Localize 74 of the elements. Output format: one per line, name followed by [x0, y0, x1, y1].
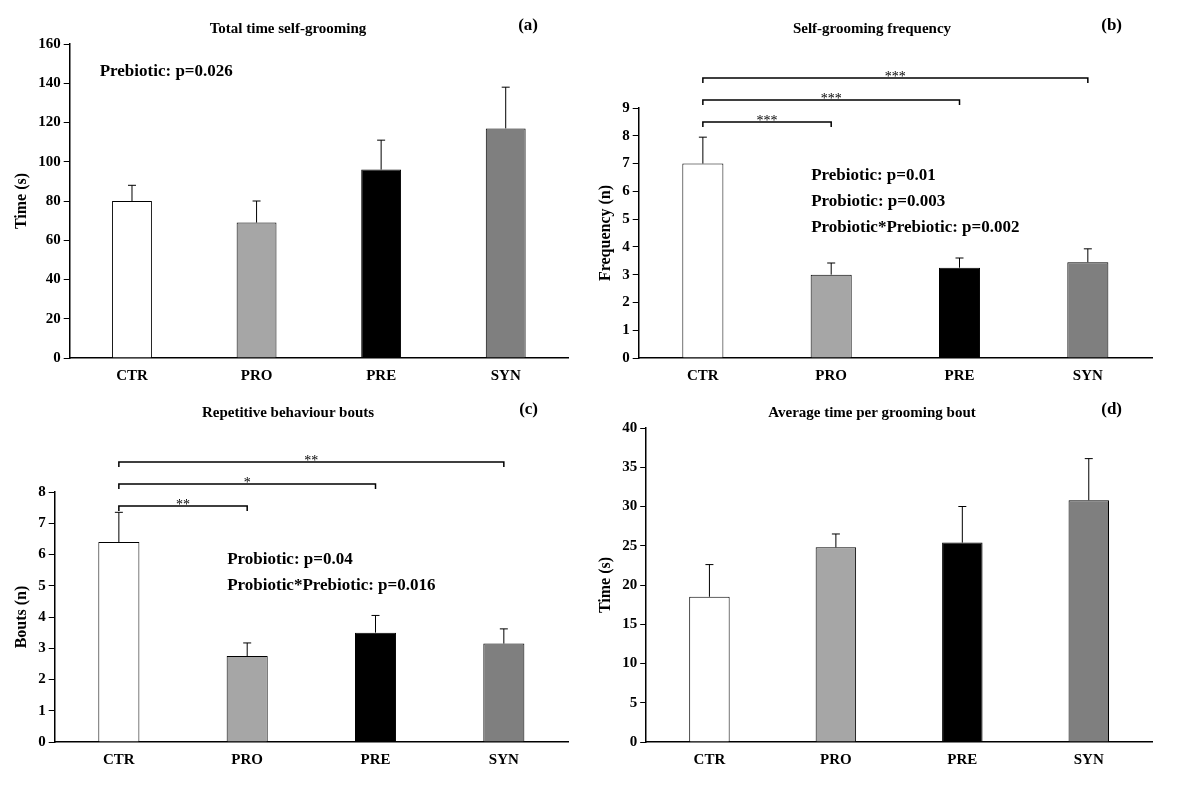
y-tick-label: 2 [622, 293, 630, 310]
chart-title: Total time self-grooming [209, 19, 367, 36]
x-tick-label: PRE [944, 366, 975, 383]
x-tick-label: PRO [820, 750, 852, 767]
chart-title: Average time per grooming bout [768, 403, 976, 420]
annotation: Prebiotic: p=0.026 [99, 61, 233, 81]
annotation: *** [756, 112, 778, 128]
y-tick-label: 7 [38, 514, 47, 531]
text: (d) [1101, 399, 1122, 419]
text: (a) [518, 15, 538, 35]
y-tick-label: 5 [622, 209, 630, 226]
x-tick-label: PRE [360, 750, 391, 767]
y-tick-label: 2 [38, 670, 46, 687]
text: (b) [1101, 15, 1122, 35]
chart-title: Self-grooming frequency [792, 19, 952, 36]
y-tick-label: 80 [45, 191, 61, 208]
y-tick-label: 0 [622, 348, 630, 365]
x-tick-label: CTR [687, 366, 719, 383]
y-axis-title: Time (s) [11, 172, 30, 230]
annotation: Probiotic: p=0.04 Probiotic*Prebiotic: p=0.016 [227, 548, 436, 594]
annotation: Prebiotic: p=0.01 Probiotic: p=0.003 Probiotic*Prebiotic: p=0.002 [811, 164, 1020, 236]
x-tick-label: PRE [947, 750, 978, 767]
y-tick-label: 30 [622, 497, 638, 514]
text: (c) [519, 399, 538, 419]
y-tick-label: 40 [622, 418, 638, 435]
x-tick-label: SYN [1072, 366, 1103, 383]
x-tick-label: SYN [488, 750, 519, 767]
y-tick-label: 60 [45, 231, 61, 248]
y-tick-label: 6 [622, 182, 631, 199]
y-tick-label: 3 [38, 639, 46, 656]
y-tick-label: 160 [38, 34, 61, 51]
x-tick-label: PRO [231, 750, 264, 767]
chart-title: Repetitive behaviour bouts [201, 403, 375, 420]
y-tick-label: 6 [38, 545, 47, 562]
x-tick-label: CTR [116, 366, 148, 383]
y-tick-label: 140 [38, 74, 61, 91]
text: * [243, 474, 251, 490]
y-tick-label: 0 [629, 732, 638, 749]
y-tick-label: 5 [629, 693, 638, 710]
x-tick-label: CTR [693, 750, 726, 767]
y-tick-label: 0 [38, 732, 46, 749]
y-tick-label: 8 [38, 482, 46, 499]
y-tick-label: 3 [622, 265, 630, 282]
y-tick-label: 40 [45, 270, 61, 287]
x-tick-label: PRO [240, 366, 273, 383]
y-tick-label: 1 [622, 321, 630, 338]
y-tick-label: 5 [38, 576, 46, 593]
x-tick-label: CTR [103, 750, 135, 767]
y-tick-label: 35 [622, 458, 638, 475]
y-tick-label: 100 [38, 152, 61, 169]
y-tick-label: 8 [622, 126, 630, 143]
text: ** [304, 452, 319, 468]
y-axis-title: Bouts (n) [11, 585, 30, 649]
x-tick-label: SYN [1073, 750, 1104, 767]
y-tick-label: 1 [38, 701, 46, 718]
y-tick-label: 120 [38, 113, 61, 130]
y-tick-label: 10 [622, 654, 638, 671]
y-tick-label: 25 [622, 536, 638, 553]
y-axis-title: Frequency (n) [595, 184, 614, 282]
y-tick-label: 20 [622, 575, 638, 592]
y-tick-label: 20 [45, 309, 61, 326]
text: *** [884, 68, 906, 84]
text: *** [820, 90, 842, 106]
y-tick-label: 4 [38, 607, 47, 624]
y-tick-label: 15 [622, 615, 638, 632]
x-tick-label: PRO [815, 366, 848, 383]
y-tick-label: 7 [622, 154, 631, 171]
annotation: ** [176, 496, 191, 512]
y-tick-label: 9 [622, 98, 630, 115]
y-tick-label: 4 [622, 237, 631, 254]
y-tick-label: 0 [53, 348, 61, 365]
x-tick-label: PRE [366, 366, 397, 383]
x-tick-label: SYN [490, 366, 521, 383]
y-axis-title: Time (s) [595, 556, 614, 614]
